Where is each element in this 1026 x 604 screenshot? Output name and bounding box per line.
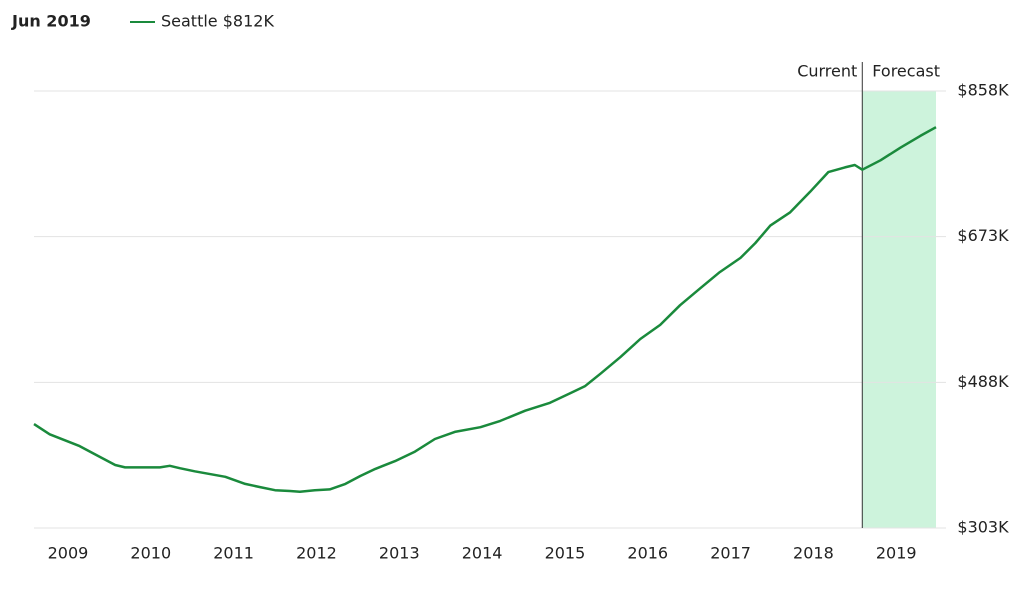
x-tick-label: 2011 <box>213 544 254 563</box>
x-tick-label: 2016 <box>627 544 668 563</box>
x-tick-label: 2017 <box>710 544 751 563</box>
forecast-region <box>862 91 936 528</box>
x-tick-label: 2018 <box>793 544 834 563</box>
chart-title: Jun 2019 <box>11 12 91 31</box>
x-tick-label: 2014 <box>462 544 503 563</box>
y-tick-label: $673K <box>957 226 1009 245</box>
x-tick-label: 2019 <box>876 544 917 563</box>
annotation: Current <box>797 62 857 81</box>
x-tick-label: 2013 <box>379 544 420 563</box>
x-tick-label: 2010 <box>130 544 171 563</box>
y-tick-label: $858K <box>957 81 1009 100</box>
legend-label: Seattle $812K <box>161 12 274 31</box>
annotation: Forecast <box>872 62 940 81</box>
x-tick-label: 2015 <box>545 544 586 563</box>
line-series <box>33 126 937 494</box>
x-tick-label: 2009 <box>48 544 89 563</box>
y-tick-label: $488K <box>957 372 1009 391</box>
y-tick-label: $303K <box>957 518 1009 537</box>
x-tick-label: 2012 <box>296 544 337 563</box>
